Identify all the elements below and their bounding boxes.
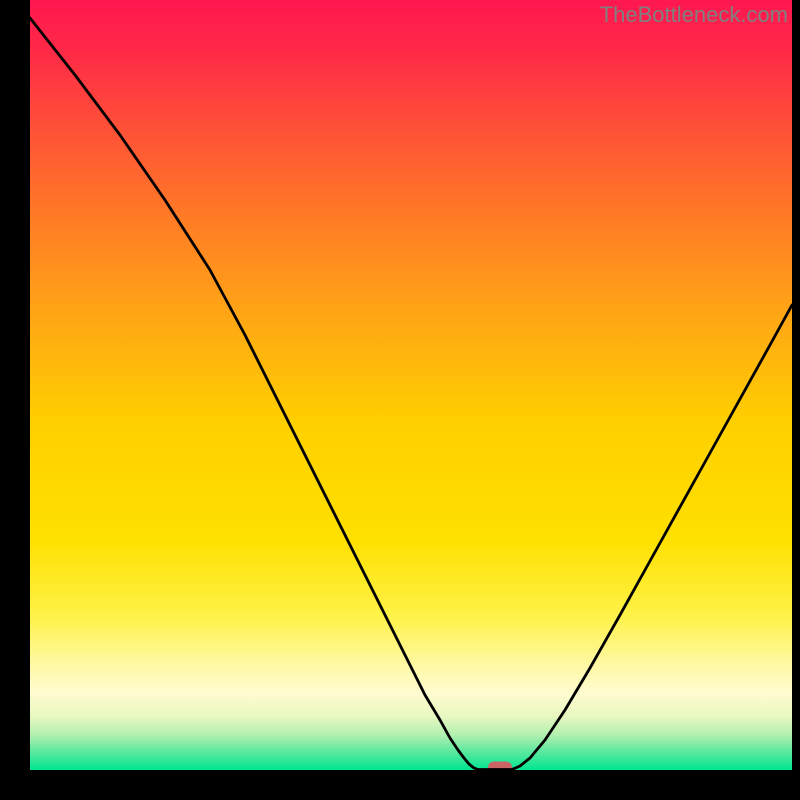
frame-edge xyxy=(0,0,30,800)
plot-area xyxy=(30,0,792,770)
frame-edge xyxy=(0,770,800,800)
gradient-background xyxy=(30,0,792,770)
chart-svg xyxy=(30,0,792,770)
watermark-text: TheBottleneck.com xyxy=(600,2,788,28)
frame-edge xyxy=(792,0,800,800)
